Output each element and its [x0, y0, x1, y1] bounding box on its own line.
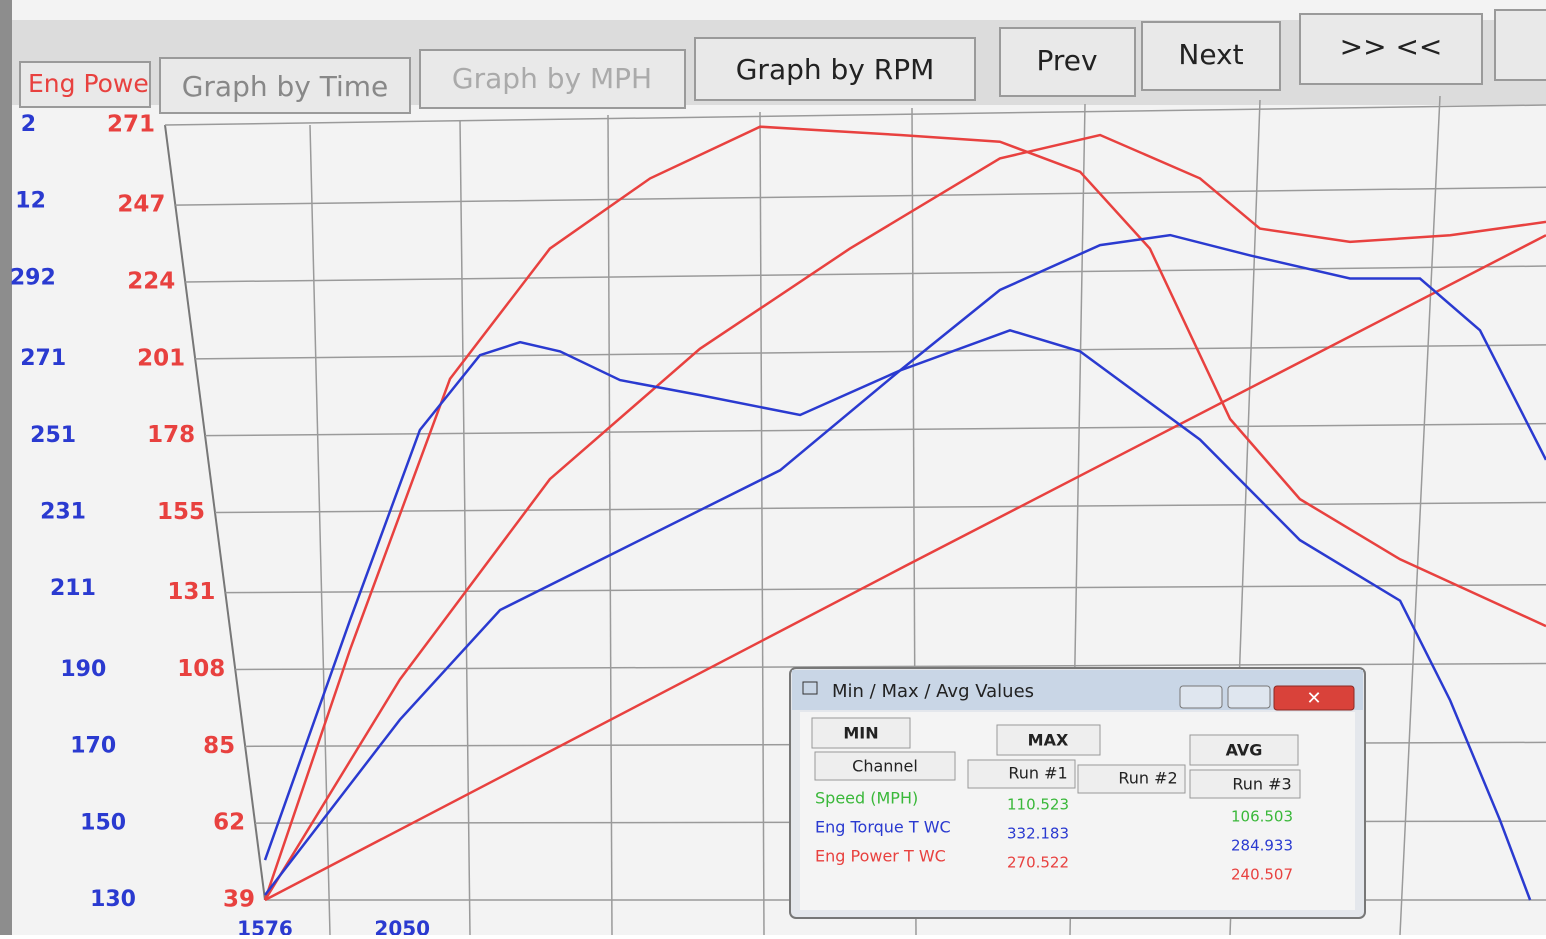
header: Run #1 [1008, 764, 1067, 783]
button-label[interactable]: Next [1178, 38, 1243, 71]
y2-tick-label: 190 [60, 657, 106, 682]
channel-name: Eng Torque T WC [815, 818, 951, 837]
tab-label[interactable]: Graph by Time [182, 70, 389, 103]
y2-tick-label: 292 [10, 265, 56, 290]
tab-label[interactable]: AVG [1226, 741, 1263, 760]
header: Channel [852, 757, 918, 776]
y-tick-label: 39 [223, 887, 255, 913]
y-tick-label: 108 [177, 656, 225, 682]
y2-tick-label: 150 [80, 810, 126, 835]
channel-name: Speed (MPH) [815, 789, 918, 808]
y2-tick-label: 130 [90, 887, 136, 912]
header: Run #3 [1232, 775, 1291, 794]
tab-label[interactable]: MIN [843, 724, 878, 743]
bezel [0, 0, 12, 935]
y2-tick-label: 211 [50, 576, 96, 601]
tab-label[interactable]: Graph by RPM [736, 53, 935, 86]
y-tick-label: 271 [107, 112, 155, 138]
y2-tick-label: 12 [15, 189, 46, 214]
y-tick-label: 247 [117, 192, 165, 218]
maximize-button[interactable] [1228, 686, 1270, 708]
tab-label[interactable]: Eng Powe [28, 69, 149, 98]
y-tick-label: 201 [137, 345, 185, 371]
header: Run #2 [1118, 769, 1177, 788]
run3-value: 240.507 [1231, 866, 1293, 884]
tab-label[interactable]: Graph by MPH [452, 62, 652, 95]
run3-value: 106.503 [1231, 808, 1293, 826]
tab-label[interactable]: MAX [1028, 731, 1069, 750]
screen: Eng Powe Graph by Time Graph by MPH Grap… [0, 0, 1546, 935]
run1-value: 332.183 [1007, 825, 1069, 843]
run1-value: 270.522 [1007, 854, 1069, 872]
x-tick-label: 1576 [237, 917, 293, 936]
dialog-title: Min / Max / Avg Values [832, 681, 1034, 702]
run3-value: 284.933 [1231, 837, 1293, 855]
y2-tick-label: 271 [20, 346, 66, 371]
minimize-button[interactable] [1180, 686, 1222, 708]
channel-name: Eng Power T WC [815, 847, 946, 866]
close-icon: ✕ [1306, 688, 1321, 709]
y-tick-label: 224 [127, 269, 175, 295]
run1-value: 110.523 [1007, 796, 1069, 814]
button-label[interactable]: >> << [1340, 30, 1443, 63]
y2-tick-label: 231 [40, 500, 86, 525]
y-tick-label: 178 [147, 422, 195, 448]
y2-tick-label: 251 [30, 423, 76, 448]
dialog: Min / Max / Avg Values ✕ MIN MAX AVG Cha… [790, 668, 1365, 918]
y-tick-label: 85 [203, 733, 235, 759]
button[interactable] [1495, 10, 1546, 80]
y-tick-label: 131 [167, 579, 215, 605]
y2-tick-label: 170 [70, 734, 116, 759]
x-tick-label: 2050 [374, 917, 430, 936]
y-tick-label: 62 [213, 810, 245, 836]
y2-tick-label: 2 [21, 112, 36, 137]
button-label[interactable]: Prev [1036, 44, 1097, 77]
y-tick-label: 155 [157, 499, 205, 525]
